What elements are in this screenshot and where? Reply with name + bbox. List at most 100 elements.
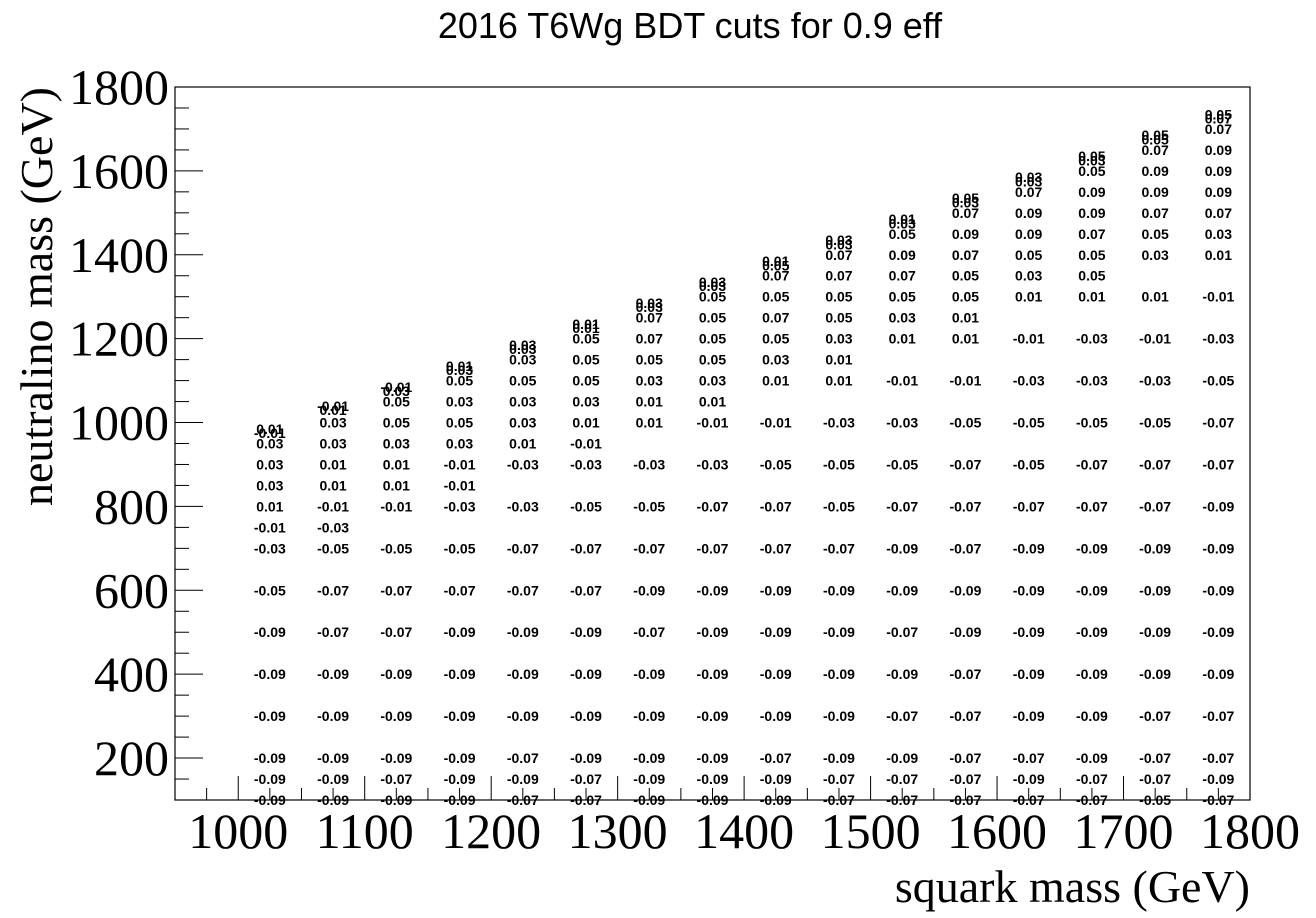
cell-label: -0.09	[697, 708, 729, 724]
cell-label: -0.07	[697, 498, 729, 514]
cell-label: -0.09	[317, 666, 349, 682]
cell-label: -0.09	[380, 708, 412, 724]
cell-label: 0.05	[572, 373, 599, 389]
cell-label: 0.03	[509, 337, 536, 353]
cell-label: -0.07	[507, 582, 539, 598]
cell-label: -0.03	[1139, 373, 1171, 389]
cell-label: -0.09	[760, 582, 792, 598]
cell-label: -0.05	[444, 540, 476, 556]
cell-label: 0.05	[1205, 106, 1232, 122]
cell-label: 0.07	[1205, 205, 1232, 221]
cell-label: -0.05	[254, 582, 286, 598]
cell-label: 0.05	[825, 310, 852, 326]
cell-label: -0.03	[507, 498, 539, 514]
cell-label: -0.01	[254, 519, 286, 535]
cell-label: 0.09	[1078, 205, 1105, 221]
cell-label: -0.07	[507, 792, 539, 808]
cell-label: -0.09	[1202, 666, 1234, 682]
cell-label: -0.07	[380, 624, 412, 640]
x-axis-tick-labels: 1000 1100 1200 1300 1400 1500 1600 1700 1800	[188, 803, 1300, 859]
cell-label: -0.03	[507, 456, 539, 472]
cell-label: -0.07	[1202, 456, 1234, 472]
cell-label: -0.05	[949, 415, 981, 431]
cell-label: -0.07	[1076, 498, 1108, 514]
cell-label: -0.09	[444, 624, 476, 640]
cell-label: 0.09	[1015, 205, 1042, 221]
cell-label: -0.03	[823, 415, 855, 431]
cell-label: -0.09	[444, 750, 476, 766]
cell-label: 0.01	[636, 415, 663, 431]
cell-label: 0.07	[825, 268, 852, 284]
cell-label: 0.05	[446, 415, 473, 431]
cell-label: -0.05	[317, 540, 349, 556]
cell-label: -0.05	[1076, 415, 1108, 431]
cell-label: 0.03	[572, 394, 599, 410]
cell-label: -0.05	[570, 498, 602, 514]
cell-label: 0.01	[509, 436, 536, 452]
cell-label: 0.03	[825, 232, 852, 248]
cell-label: -0.05	[380, 540, 412, 556]
cell-label: -0.07	[886, 771, 918, 787]
cell-label: 0.03	[1015, 268, 1042, 284]
cell-label: -0.07	[886, 498, 918, 514]
cell-label: -0.09	[633, 792, 665, 808]
cell-label: -0.09	[1076, 624, 1108, 640]
y-tick-label: 400	[94, 646, 169, 702]
cell-label: -0.09	[886, 666, 918, 682]
cell-label: -0.07	[317, 582, 349, 598]
cell-label: -0.01	[697, 415, 729, 431]
x-tick-label: 1200	[441, 803, 541, 859]
cell-label: 0.03	[825, 331, 852, 347]
cell-label: 0.01	[952, 310, 979, 326]
cell-label: -0.07	[570, 582, 602, 598]
cell-label: -0.01	[317, 498, 349, 514]
cell-label: -0.01	[1139, 331, 1171, 347]
cell-label: -0.01	[444, 477, 476, 493]
cell-label: -0.09	[760, 666, 792, 682]
cell-label: -0.09	[1139, 582, 1171, 598]
cell-label: 0.09	[1015, 226, 1042, 242]
cell-label: -0.07	[1202, 415, 1234, 431]
cell-label: 0.07	[889, 268, 916, 284]
cell-label: -0.09	[254, 792, 286, 808]
cell-label: 0.03	[952, 194, 979, 210]
cell-label: -0.09	[1076, 666, 1108, 682]
cell-label: 0.07	[825, 247, 852, 263]
x-tick-label: 1300	[568, 803, 668, 859]
cell-label: 0.09	[1142, 184, 1169, 200]
cell-label: 0.03	[256, 456, 283, 472]
cell-label: 0.05	[762, 331, 789, 347]
cell-label: 0.07	[1078, 226, 1105, 242]
cell-label: 0.01	[889, 331, 916, 347]
cell-label: 0.05	[952, 268, 979, 284]
cell-label: -0.09	[760, 771, 792, 787]
cell-label: -0.05	[760, 456, 792, 472]
cell-label: 0.01	[572, 316, 599, 332]
cell-label: 0.09	[1205, 184, 1232, 200]
cell-label: -0.09	[380, 792, 412, 808]
y-axis-tick-labels: 200 400 600 800 1000 1200 1400 1600 1800	[69, 59, 169, 786]
cell-label: -0.07	[1076, 456, 1108, 472]
cell-label: -0.09	[507, 771, 539, 787]
cell-label: -0.05	[1139, 415, 1171, 431]
cell-label: -0.09	[886, 582, 918, 598]
cell-label: -0.09	[633, 771, 665, 787]
cell-label: 0.07	[1142, 205, 1169, 221]
cell-label: 0.03	[446, 436, 473, 452]
cell-label: -0.09	[1076, 750, 1108, 766]
cell-label: 0.09	[952, 226, 979, 242]
cell-label: -0.07	[570, 771, 602, 787]
cell-label: 0.09	[1205, 142, 1232, 158]
cell-label: 0.03	[446, 394, 473, 410]
cell-label: -0.09	[507, 666, 539, 682]
cell-label: 0.05	[572, 331, 599, 347]
cell-label: 0.05	[1078, 148, 1105, 164]
cell-label: -0.09	[949, 624, 981, 640]
y-axis-title: neutralino mass (GeV)	[11, 87, 62, 506]
cell-label: 0.05	[699, 310, 726, 326]
cell-label: -0.09	[886, 750, 918, 766]
cell-label: -0.01	[380, 498, 412, 514]
cell-label: -0.09	[1202, 498, 1234, 514]
cell-label: -0.03	[1013, 373, 1045, 389]
